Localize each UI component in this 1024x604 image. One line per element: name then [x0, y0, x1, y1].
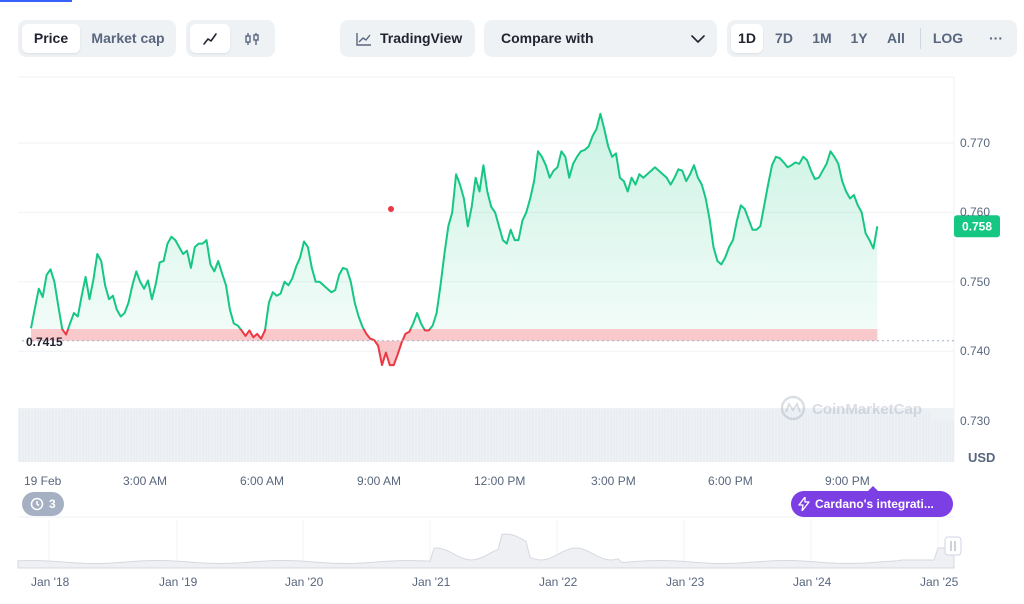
compare-label: Compare with — [501, 30, 594, 46]
y-axis-unit: USD — [968, 450, 996, 465]
navigator-tick-label: Jan '24 — [793, 575, 832, 589]
range-toggle: 1D 7D 1M 1Y All LOG ··· — [727, 20, 1017, 57]
navigator-tick-label: Jan '21 — [412, 575, 451, 589]
area-fill-below-baseline — [31, 329, 878, 366]
events-count: 3 — [49, 497, 56, 511]
navigator-tick-label: Jan '18 — [31, 575, 70, 589]
navigator-tick-label: Jan '19 — [159, 575, 198, 589]
navigator-tick-label: Jan '25 — [920, 575, 959, 589]
compare-select[interactable]: Compare with — [484, 20, 717, 57]
y-tick-label: 0.730 — [960, 413, 991, 428]
metric-toggle: Price Market cap — [18, 20, 176, 57]
range-divider — [920, 28, 921, 49]
trend-chart-icon — [356, 33, 371, 46]
range-1y[interactable]: 1Y — [850, 30, 868, 46]
candlestick-button[interactable] — [232, 24, 272, 53]
chart-kind-toggle — [186, 20, 275, 57]
coinmarketcap-watermark: CoinMarketCap — [780, 395, 922, 421]
volume-bars — [18, 408, 954, 462]
range-1d[interactable]: 1D — [731, 24, 763, 53]
coinmarketcap-logo-wave — [785, 401, 801, 413]
range-all[interactable]: All — [887, 30, 905, 46]
navigator-tick-label: Jan '23 — [666, 575, 705, 589]
top-accent-line — [0, 0, 72, 2]
navigator-area — [17, 533, 955, 569]
tradingview-button[interactable]: TradingView — [340, 20, 475, 57]
coinmarketcap-logo-icon — [780, 395, 806, 421]
current-price-tag: 0.758 — [954, 215, 1000, 238]
range-7d[interactable]: 7D — [775, 30, 793, 46]
x-tick-label: 6:00 PM — [708, 474, 753, 488]
area-fill-above-baseline — [31, 113, 878, 329]
baseline-label: 0.7415 — [26, 335, 63, 349]
x-tick-label: 9:00 AM — [357, 474, 402, 488]
line-chart-icon — [203, 33, 217, 45]
navigator-tick-label: Jan '20 — [285, 575, 324, 589]
range-1m[interactable]: 1M — [812, 30, 832, 46]
x-tick-label: 6:00 AM — [240, 474, 285, 488]
y-tick-label: 0.770 — [960, 135, 991, 150]
history-clock-icon — [30, 497, 44, 511]
tab-price[interactable]: Price — [22, 24, 80, 53]
x-tick-label: 19 Feb — [24, 474, 62, 488]
navigator-tick-label: Jan '22 — [539, 575, 578, 589]
x-tick-label: 3:00 AM — [123, 474, 168, 488]
more-options-button[interactable]: ··· — [989, 30, 1003, 46]
line-chart-button[interactable] — [190, 24, 230, 53]
x-tick-label: 9:00 PM — [825, 474, 870, 488]
x-tick-label: 3:00 PM — [591, 474, 636, 488]
x-tick-label: 12:00 PM — [474, 474, 526, 488]
y-tick-label: 0.740 — [960, 344, 991, 359]
event-marker-dot[interactable] — [388, 206, 394, 212]
tab-market-cap[interactable]: Market cap — [91, 30, 165, 46]
events-badge[interactable]: 3 — [22, 492, 64, 516]
news-badge-pointer — [868, 486, 878, 491]
current-price-label: 0.758 — [962, 219, 992, 233]
chevron-down-icon — [691, 35, 705, 43]
tradingview-label: TradingView — [380, 30, 463, 46]
price-line-above-baseline — [30, 112, 879, 329]
lightning-icon — [798, 497, 810, 511]
news-badge[interactable]: Cardano's integrati... — [791, 491, 953, 517]
navigator-handle[interactable] — [944, 536, 962, 556]
y-tick-label: 0.750 — [960, 274, 991, 289]
y-tick-label: 0.760 — [960, 205, 991, 220]
candlestick-icon — [245, 33, 259, 45]
volume-band — [18, 408, 954, 462]
log-toggle[interactable]: LOG — [932, 30, 964, 46]
time-navigator[interactable] — [17, 516, 962, 569]
news-badge-text: Cardano's integrati... — [815, 497, 934, 511]
watermark-text: CoinMarketCap — [812, 401, 922, 418]
